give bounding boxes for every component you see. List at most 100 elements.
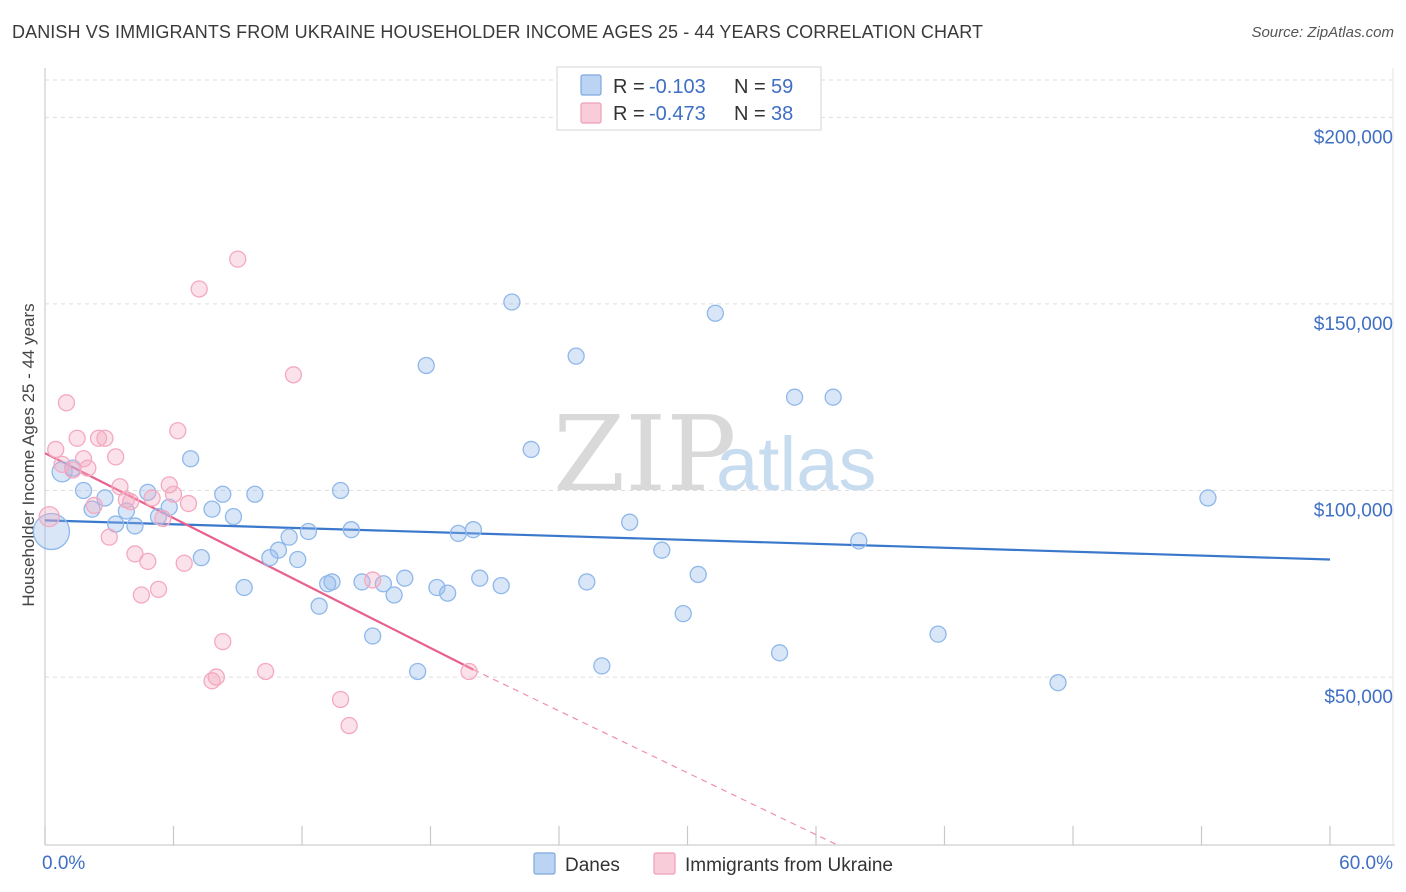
data-point: [449, 524, 467, 543]
data-point: [706, 304, 724, 322]
trend-line-danes: [44, 519, 1331, 561]
data-point: [929, 625, 947, 643]
legend-r-value-danes: -0.103: [649, 76, 706, 98]
data-point: [269, 541, 288, 559]
data-point: [342, 521, 360, 539]
data-point: [1049, 674, 1067, 692]
data-point: [122, 493, 140, 511]
data-point: [653, 541, 671, 559]
data-point: [785, 388, 804, 406]
y-tick-label: $100,000: [1314, 500, 1393, 521]
data-point: [689, 565, 707, 584]
data-point: [207, 668, 225, 686]
data-point: [74, 450, 93, 468]
y-tick-label: $150,000: [1314, 314, 1393, 335]
data-point: [408, 662, 427, 681]
data-point: [319, 575, 337, 593]
data-point: [179, 494, 198, 513]
data-point: [289, 550, 307, 569]
data-point: [57, 394, 76, 412]
data-point: [79, 459, 97, 477]
data-point: [621, 513, 639, 531]
x-tick-label: 0.0%: [42, 853, 85, 874]
data-point: [154, 509, 172, 528]
legend-swatch-danes: [580, 74, 602, 96]
x-tick-labels: 0.0% 60.0%: [42, 853, 1393, 874]
data-point: [385, 586, 403, 604]
bottom-legend-label-danes: Danes: [565, 855, 620, 876]
data-point: [246, 485, 264, 503]
data-point: [674, 604, 692, 623]
data-point: [214, 485, 232, 503]
data-point: [522, 440, 540, 459]
y-axis-label: Householder Income Ages 25 - 44 years: [19, 303, 38, 606]
trend-line-extension: [473, 669, 838, 846]
data-point: [100, 528, 118, 546]
data-point: [126, 517, 144, 535]
data-point: [181, 450, 200, 468]
data-point: [38, 505, 60, 528]
data-point: [169, 422, 187, 440]
data-point: [460, 662, 478, 681]
data-point: [578, 573, 596, 591]
data-point: [284, 366, 303, 384]
data-point: [310, 597, 328, 615]
legend-swatch-ukraine: [580, 102, 602, 124]
data-point: [503, 293, 521, 311]
data-point: [374, 575, 393, 593]
data-point: [229, 250, 247, 268]
data-point: [190, 280, 208, 298]
trend-line-ukraine: [44, 452, 474, 671]
data-point: [149, 580, 168, 599]
data-point: [143, 489, 161, 507]
legend-n-label: N =: [734, 103, 766, 125]
data-point: [89, 429, 108, 447]
watermark-atlas: atlas: [716, 422, 877, 507]
data-point: [567, 347, 585, 365]
data-point: [364, 627, 382, 645]
data-point: [824, 388, 842, 406]
y-tick-label: $50,000: [1324, 687, 1393, 708]
data-point: [47, 440, 65, 459]
data-point: [107, 448, 125, 466]
data-point: [492, 576, 510, 595]
series-ukraine: [38, 250, 478, 735]
y-tick-label: $200,000: [1314, 127, 1393, 148]
data-point: [850, 532, 868, 550]
data-point: [235, 578, 253, 597]
data-point: [96, 429, 114, 447]
legend-n-value-ukraine: 38: [771, 103, 793, 125]
data-point: [331, 690, 350, 709]
data-point: [331, 481, 350, 500]
correlation-legend: R = -0.103 N = 59 R = -0.473 N = 38: [556, 66, 822, 131]
data-point: [203, 500, 221, 518]
y-tick-labels: $50,000 $100,000 $150,000 $200,000: [1314, 127, 1393, 708]
data-point: [256, 662, 275, 681]
legend-n-value-danes: 59: [771, 76, 793, 98]
trend-lines: [44, 452, 1331, 846]
data-point: [164, 485, 183, 503]
data-point: [299, 522, 318, 541]
axes: [44, 68, 1395, 846]
data-point: [417, 356, 435, 375]
series-legend: Danes Immigrants from Ukraine: [533, 852, 893, 876]
data-point: [464, 521, 482, 539]
data-point: [139, 552, 157, 571]
data-point: [224, 507, 243, 526]
data-point: [53, 455, 71, 474]
watermark-zip: ZIP: [553, 393, 736, 515]
data-point: [353, 573, 371, 591]
data-point: [340, 716, 358, 735]
bottom-legend-swatch-danes: [533, 852, 556, 875]
data-point: [396, 569, 414, 587]
data-point: [74, 481, 93, 500]
data-point: [85, 496, 103, 515]
data-point: [160, 476, 178, 494]
data-point: [214, 632, 232, 651]
data-point: [471, 569, 489, 587]
series-danes: [32, 293, 1217, 692]
data-point: [280, 528, 298, 546]
data-point: [438, 584, 457, 602]
data-point: [126, 545, 144, 563]
